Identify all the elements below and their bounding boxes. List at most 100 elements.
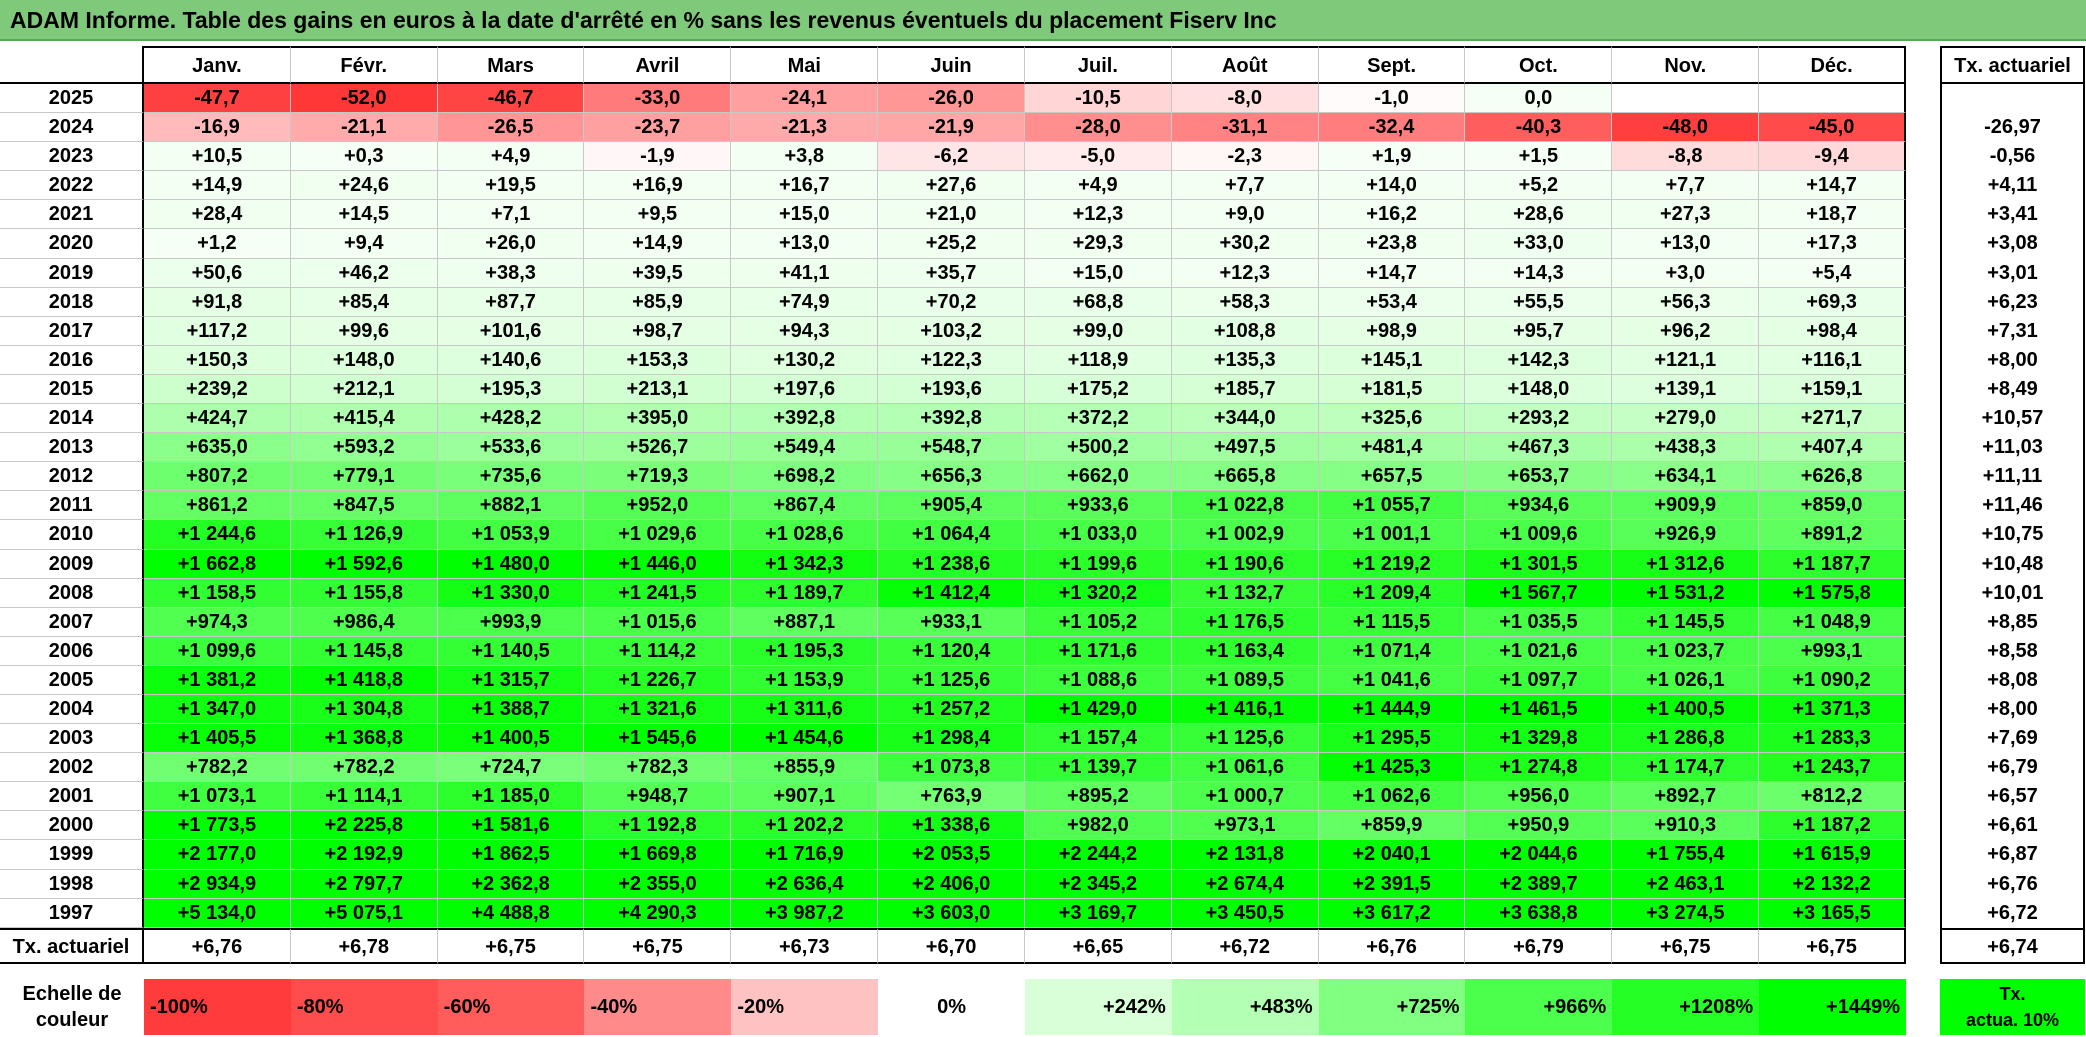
gain-cell: +1 592,6	[290, 549, 438, 579]
footer-rate-cell: +6,75	[437, 927, 585, 964]
scale-label-line2: couleur	[35, 1009, 109, 1031]
gain-cell: -8,8	[1612, 142, 1760, 172]
gain-cell: +139,1	[1612, 374, 1760, 405]
gain-cell: +1 195,3	[731, 636, 879, 666]
gain-cell: +10,5	[144, 142, 291, 172]
year-rate-cell: +6,72	[1940, 898, 2085, 928]
gain-cell: +1 114,1	[290, 782, 438, 812]
gain-cell: +887,1	[731, 607, 879, 637]
gain-cell: +56,3	[1612, 287, 1760, 317]
gain-cell: +2 244,2	[1024, 840, 1172, 870]
month-header: Sept.	[1318, 46, 1466, 84]
gain-cell: +1 187,7	[1759, 549, 1906, 579]
gain-cell: +5 075,1	[290, 898, 438, 928]
gain-cell: +9,5	[584, 200, 732, 230]
gain-cell: +2 362,8	[437, 869, 585, 899]
gain-cell: +1 071,4	[1318, 636, 1466, 666]
gain-cell: +181,5	[1318, 374, 1466, 405]
month-header: Janv.	[144, 46, 291, 84]
gain-cell: -52,0	[290, 84, 438, 114]
gain-cell: -33,0	[584, 84, 732, 114]
gain-cell: +135,3	[1171, 345, 1319, 375]
scale-rate-line2: actua. 10%	[1965, 1010, 2060, 1030]
gain-cell: -26,5	[437, 113, 585, 143]
gain-cell: +1 048,9	[1759, 607, 1906, 637]
gain-cell: +85,4	[290, 287, 438, 317]
gain-cell: +1 192,8	[584, 811, 732, 841]
gain-cell: +1 312,6	[1612, 549, 1760, 579]
gain-cell: +1,9	[1318, 142, 1466, 172]
gain-cell: +1 062,6	[1318, 782, 1466, 812]
gain-cell: +779,1	[290, 462, 438, 492]
gain-cell: +549,4	[731, 433, 879, 463]
gain-cell: +1 662,8	[144, 549, 291, 579]
gain-cell: +41,1	[731, 258, 879, 288]
gain-cell: +197,6	[731, 374, 879, 405]
gain-cell: +407,4	[1759, 433, 1906, 463]
year-rate-cell: +8,85	[1940, 607, 2085, 637]
gain-cell: +1 105,2	[1024, 607, 1172, 637]
year-label: 2010	[0, 520, 144, 550]
gain-cell: +3 450,5	[1171, 898, 1319, 928]
year-label: 1997	[0, 898, 144, 928]
gain-cell: +1 145,8	[290, 636, 438, 666]
gain-cell: -46,7	[437, 84, 585, 114]
year-rate-cell: +8,08	[1940, 665, 2085, 695]
gain-cell: +145,1	[1318, 345, 1466, 375]
scale-label-line1: Echelle de	[22, 983, 122, 1005]
gain-cell: +1 023,7	[1612, 636, 1760, 666]
gain-cell: +1 033,0	[1024, 520, 1172, 550]
gain-cell: +905,4	[878, 491, 1025, 521]
year-rate-cell: +8,49	[1940, 374, 2085, 405]
gain-cell: +1 000,7	[1171, 782, 1319, 812]
gain-cell: +1 026,1	[1612, 665, 1760, 695]
gain-cell: +26,0	[437, 229, 585, 259]
gain-cell: +1 371,3	[1759, 694, 1906, 725]
report-title: ADAM Informe. Table des gains en euros à…	[0, 0, 2086, 41]
year-rate-cell: +6,23	[1940, 287, 2085, 317]
gain-cell: +1 615,9	[1759, 840, 1906, 870]
gain-cell: +39,5	[584, 258, 732, 288]
gain-cell: +2 406,0	[878, 869, 1025, 899]
gain-cell: +159,1	[1759, 374, 1906, 405]
gain-cell: -31,1	[1171, 113, 1319, 143]
gain-cell: +17,3	[1759, 229, 1906, 259]
gain-cell: +1 274,8	[1465, 753, 1613, 783]
gain-cell: +33,0	[1465, 229, 1613, 259]
gain-cell: +807,2	[144, 462, 291, 492]
gain-cell: +428,2	[437, 404, 585, 434]
gain-cell: +1 400,5	[437, 724, 585, 754]
gain-cell: +1 773,5	[144, 811, 291, 841]
gain-cell: +98,4	[1759, 316, 1906, 346]
year-label: 2008	[0, 578, 144, 608]
gain-cell: +1 567,7	[1465, 578, 1613, 608]
gain-cell: +1 202,2	[731, 811, 879, 841]
gain-cell: +99,0	[1024, 316, 1172, 346]
scale-step: +966%	[1465, 979, 1613, 1035]
gain-cell: +1 381,2	[144, 665, 291, 695]
gain-cell: +103,2	[878, 316, 1025, 346]
gain-cell: +53,4	[1318, 287, 1466, 317]
year-label: 2014	[0, 404, 144, 434]
year-rate-cell: +8,58	[1940, 636, 2085, 666]
year-rate-cell: +3,08	[1940, 229, 2085, 259]
year-label: 2018	[0, 287, 144, 317]
gain-cell: +1 575,8	[1759, 578, 1906, 608]
gain-cell: +634,1	[1612, 462, 1760, 492]
gain-cell: +993,1	[1759, 636, 1906, 666]
year-label: 1999	[0, 840, 144, 870]
gain-cell: +1 022,8	[1171, 491, 1319, 521]
gain-cell: +1 155,8	[290, 578, 438, 608]
gain-cell: +325,6	[1318, 404, 1466, 434]
color-scale-legend: Echelle de couleur -100% -80% -60% -40% -20% 0%…	[0, 979, 1906, 1035]
gain-cell: +698,2	[731, 462, 879, 492]
gain-cell: +193,6	[878, 374, 1025, 405]
gain-cell: +982,0	[1024, 811, 1172, 841]
gain-cell: +1 199,6	[1024, 549, 1172, 579]
gain-cell: +392,8	[878, 404, 1025, 434]
gain-cell	[1759, 84, 1906, 114]
gain-cell: +909,9	[1612, 491, 1760, 521]
gain-cell: +974,3	[144, 607, 291, 637]
gain-cell: +782,2	[144, 753, 291, 783]
year-label: 2013	[0, 433, 144, 463]
